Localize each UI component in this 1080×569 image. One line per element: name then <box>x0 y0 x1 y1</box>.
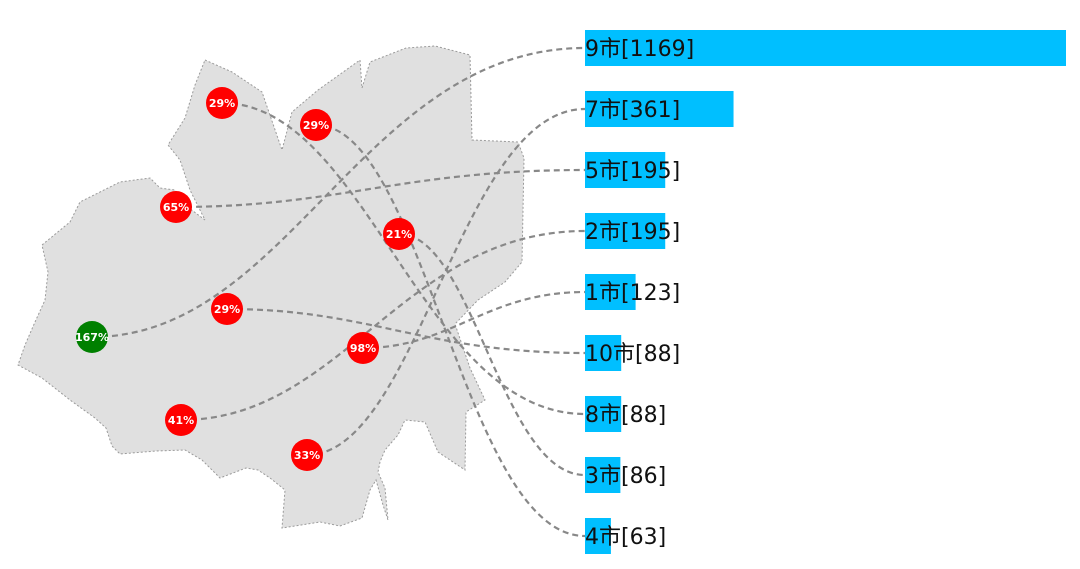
bar-3 <box>585 152 666 188</box>
bar-5 <box>585 274 636 310</box>
map-marker-label: 41% <box>168 414 194 427</box>
bar-label: 9市[1169] <box>585 37 694 62</box>
flow-line <box>398 232 586 477</box>
map-marker-label: 29% <box>303 119 329 132</box>
bar-1 <box>585 30 1066 66</box>
bar-9 <box>585 518 611 554</box>
bar-8 <box>585 457 621 493</box>
map-markers: 167% 33% 65% 41% 98% 29% 29% 21% 29% <box>75 87 415 471</box>
map-marker <box>165 404 197 436</box>
bar-2 <box>585 91 734 127</box>
flow-line <box>91 46 586 339</box>
bar-label: 7市[361] <box>585 98 680 123</box>
bar-6 <box>585 335 622 371</box>
map-marker <box>206 87 238 119</box>
bar-4 <box>585 213 666 249</box>
flow-line <box>315 123 586 538</box>
map-marker-label: 29% <box>214 303 240 316</box>
bar-label: 3市[86] <box>585 464 666 489</box>
map-marker <box>76 321 108 353</box>
map-marker <box>383 218 415 250</box>
province-map-region <box>17 45 525 529</box>
flow-line <box>362 290 586 350</box>
map-marker-label: 21% <box>386 228 412 241</box>
bar-label: 4市[63] <box>585 525 666 550</box>
map-marker <box>160 191 192 223</box>
flow-line <box>221 101 586 416</box>
map-marker <box>291 439 323 471</box>
bar-7 <box>585 396 622 432</box>
bar-label: 8市[88] <box>585 403 666 428</box>
bar-label: 1市[123] <box>585 281 680 306</box>
flow-line <box>175 168 586 209</box>
flow-line <box>180 229 586 422</box>
bar-labels: 9市[1169] 7市[361] 5市[195] 2市[195] 1市[123] 10市[… <box>585 37 694 550</box>
bar-label: 5市[195] <box>585 159 680 184</box>
map-marker-label: 98% <box>350 342 376 355</box>
map-marker <box>347 332 379 364</box>
bar-label: 2市[195] <box>585 220 680 245</box>
flow-line <box>226 307 586 355</box>
map-marker <box>211 293 243 325</box>
flow-line <box>306 107 586 457</box>
map-marker-label: 29% <box>209 97 235 110</box>
map-marker-label: 65% <box>163 201 189 214</box>
map-marker <box>300 109 332 141</box>
map-marker-label: 33% <box>294 449 320 462</box>
map-marker-label: 167% <box>75 331 109 344</box>
bar-label: 10市[88] <box>585 342 680 367</box>
flow-lines <box>91 46 586 538</box>
bar-series <box>585 30 1066 554</box>
